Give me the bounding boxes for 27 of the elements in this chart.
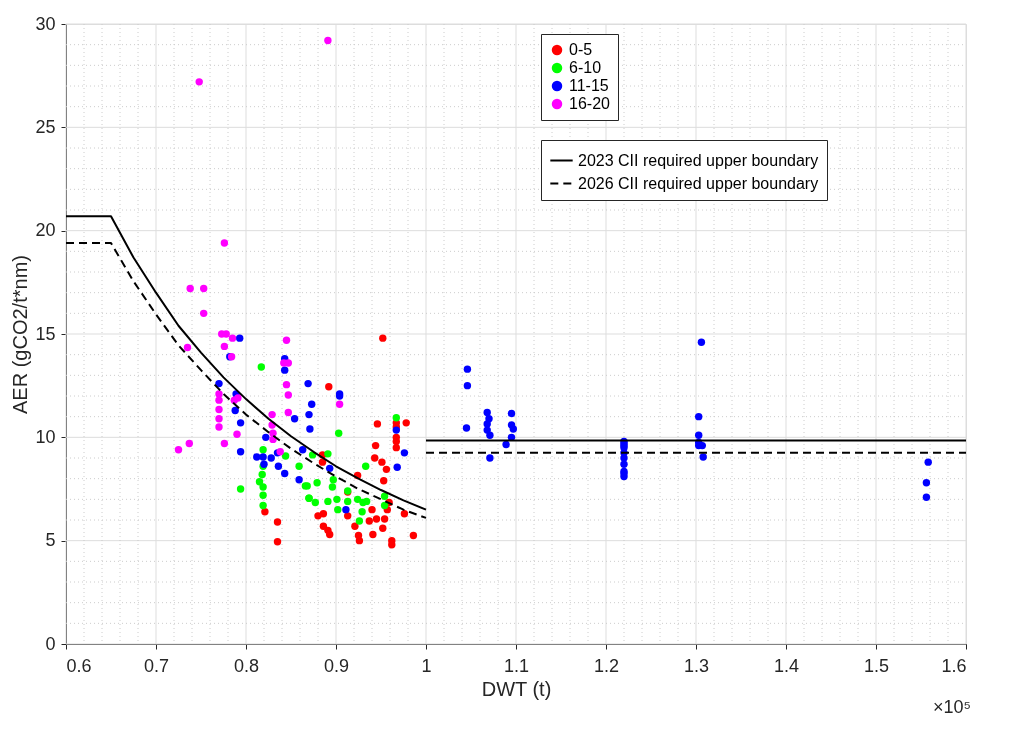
x-tick-label: 1.5 — [863, 655, 890, 676]
x-tick-label: 0.6 — [66, 655, 92, 676]
x-tick-label: 0.9 — [323, 655, 350, 676]
y-tick-label: 10 — [35, 426, 56, 447]
x-tick-label: 0.8 — [233, 655, 260, 676]
y-tick-label: 5 — [45, 530, 56, 551]
x-tick-label: 1.2 — [593, 655, 620, 676]
y-tick-label: 0 — [45, 633, 56, 654]
legend-label: 11-15 — [569, 77, 609, 94]
legend-label: 2023 CII required upper boundary — [578, 151, 819, 169]
x-tick-label: 1.4 — [773, 655, 800, 676]
y-tick-label: 20 — [35, 220, 56, 241]
x-tick-label: 1.3 — [683, 655, 710, 676]
x-tick-label: 1.6 — [941, 655, 967, 676]
x-tick-label: 1 — [421, 655, 432, 676]
legend-label: 2026 CII required upper boundary — [578, 174, 819, 192]
legend-label: 16-20 — [569, 95, 611, 112]
x-tick-label: 0.7 — [143, 655, 170, 676]
text: ×10⁵ — [933, 697, 971, 717]
y-tick-label: 30 — [35, 13, 56, 34]
x-axis-title: DWT (t) — [481, 677, 552, 700]
legend-label: 6-10 — [569, 59, 602, 76]
y-tick-label: 25 — [35, 116, 56, 137]
x-tick-label: 1.1 — [503, 655, 530, 676]
legend-label: 0-5 — [569, 41, 593, 58]
y-tick-label: 15 — [35, 323, 56, 344]
y-axis-title: AER (gCO2/t*nm) — [9, 255, 32, 414]
